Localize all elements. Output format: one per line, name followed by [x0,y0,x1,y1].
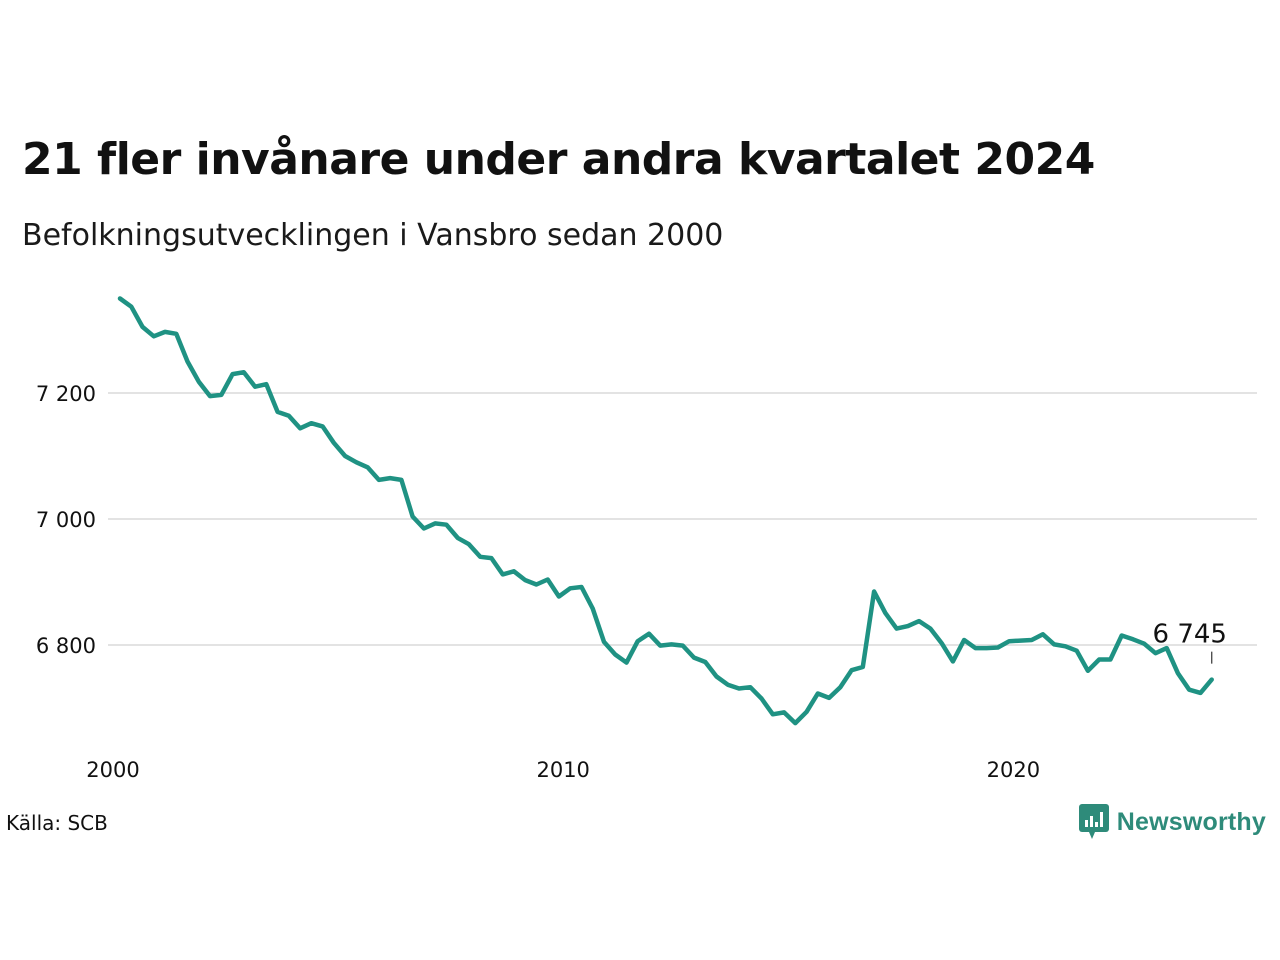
x-tick-label: 2000 [86,758,139,782]
brand: Newsworthy [1078,804,1266,840]
y-tick-label: 7 200 [36,382,96,406]
series-line [117,296,1214,726]
y-tick-label: 7 000 [36,508,96,532]
source-note: Källa: SCB [6,811,108,835]
newsworthy-logo-icon [1078,804,1109,839]
y-tick-label: 6 800 [36,634,96,658]
chart-subtitle: Befolkningsutvecklingen i Vansbro sedan … [22,218,724,253]
x-tick-label: 2010 [536,758,589,782]
brand-name: Newsworthy [1116,807,1266,836]
chart-title: 21 fler invånare under andra kvartalet 2… [22,134,1095,185]
x-tick-label: 2020 [987,758,1040,782]
annotation-label: 6 745 [1153,620,1227,650]
